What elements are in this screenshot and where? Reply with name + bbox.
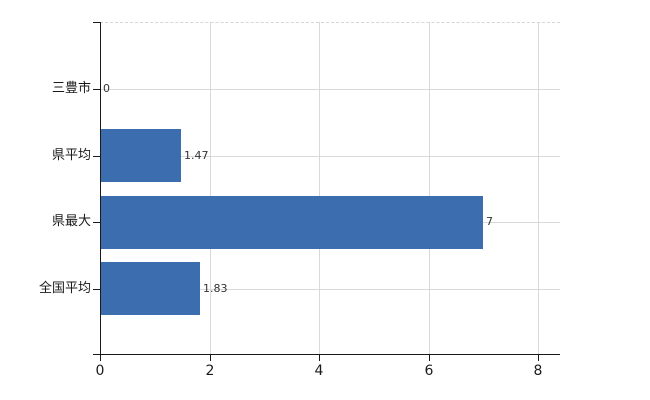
bar-value-label-3: 1.83	[203, 282, 228, 295]
x-tick-8	[538, 354, 539, 361]
x-tick-label-0: 0	[95, 363, 105, 379]
x-tick-2	[210, 354, 211, 361]
gridline-vertical-4	[319, 22, 320, 354]
x-tick-4	[319, 354, 320, 361]
bar-1	[100, 129, 181, 182]
category-label-0: 三豊市	[51, 81, 91, 96]
y-tick-2	[93, 222, 100, 223]
category-label-2: 県最大	[51, 214, 91, 229]
y-axis	[100, 22, 101, 361]
x-tick-label-6: 6	[424, 363, 434, 379]
x-tick-0	[100, 354, 101, 361]
x-tick-label-4: 4	[314, 363, 324, 379]
x-tick-6	[429, 354, 430, 361]
x-tick-label-2: 2	[205, 363, 215, 379]
row-gridline-3	[100, 289, 560, 290]
bar-3	[100, 262, 200, 315]
bar-value-label-2: 7	[486, 215, 493, 228]
gridline-vertical-2	[210, 22, 211, 354]
bar-value-label-0: 0	[103, 82, 110, 95]
category-label-3: 全国平均	[38, 281, 91, 296]
y-tick-3	[93, 289, 100, 290]
plot-top-border	[100, 22, 560, 23]
row-gridline-0	[100, 89, 560, 90]
y-tick-0	[93, 89, 100, 90]
x-tick-label-8: 8	[533, 363, 543, 379]
x-axis	[93, 354, 560, 355]
y-tick-1	[93, 156, 100, 157]
bar-2	[100, 196, 483, 249]
gridline-vertical-8	[538, 22, 539, 354]
y-axis-top-tick	[93, 22, 100, 23]
bar-value-label-1: 1.47	[184, 149, 209, 162]
category-label-1: 県平均	[51, 148, 91, 163]
row-gridline-1	[100, 156, 560, 157]
gridline-vertical-6	[429, 22, 430, 354]
